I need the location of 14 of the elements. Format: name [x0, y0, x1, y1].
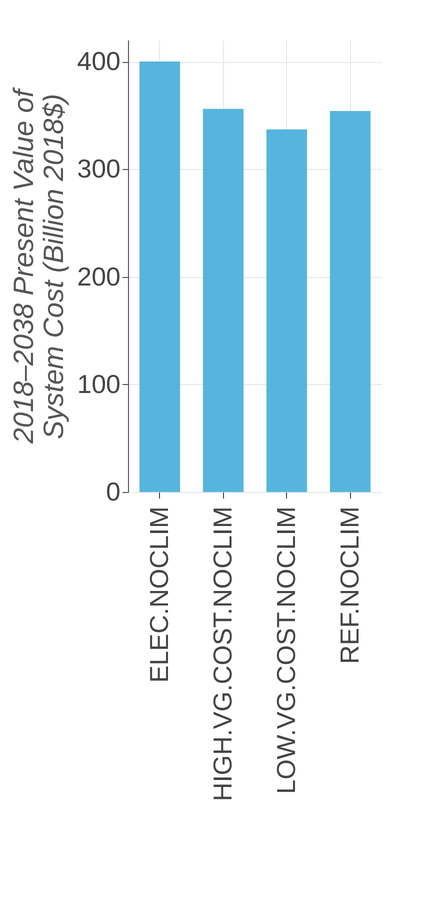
bar — [266, 129, 308, 492]
x-tick-label: ELEC.NOCLIM — [144, 506, 174, 683]
y-tick-label: 0 — [106, 476, 120, 506]
y-axis-title: 2018–2038 Present Value of System Cost (Billion 2018$) — [8, 86, 70, 444]
x-tick-label: HIGH.VG.COST.NOCLIM — [207, 506, 238, 802]
y-tick-label: 100 — [77, 368, 120, 399]
x-tick-label: REF.NOCLIM — [334, 506, 364, 664]
bar — [330, 111, 371, 492]
y-tick-label: 400 — [77, 46, 120, 76]
y-tick-label: 200 — [77, 261, 120, 292]
bar — [139, 62, 180, 492]
y-tick-label: 300 — [77, 154, 120, 184]
bar — [202, 108, 244, 492]
x-tick-label: LOW.VG.COST.NOCLIM — [270, 506, 301, 794]
